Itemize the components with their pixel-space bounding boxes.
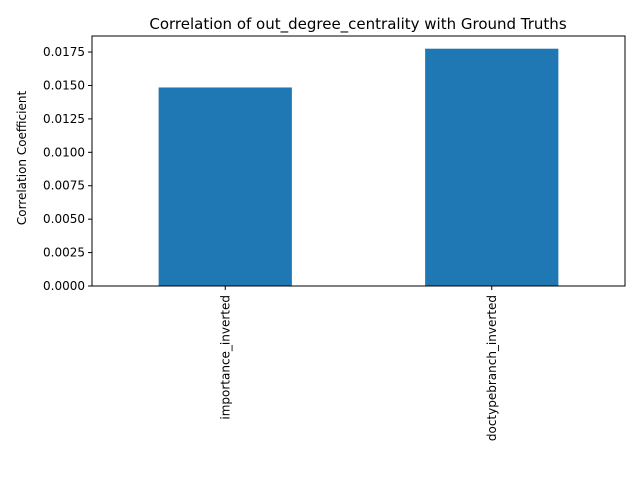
y-axis-ticks: 0.0000 0.0025 0.0050 0.0075 0.0100 0.0125 0.01… (43, 45, 92, 293)
y-tick-label: 0.0100 (43, 145, 85, 159)
y-tick-label: 0.0000 (43, 279, 85, 293)
y-tick-label: 0.0150 (43, 78, 85, 92)
x-tick-label: doctypebranch_inverted (485, 295, 499, 441)
y-tick-label: 0.0025 (43, 246, 85, 260)
bar-importance_inverted (158, 87, 292, 286)
chart-title: Correlation of out_degree_centrality wit… (149, 15, 566, 34)
bars-layer (158, 48, 559, 287)
y-tick-label: 0.0125 (43, 112, 85, 126)
y-tick-label: 0.0075 (43, 179, 85, 193)
y-axis-label: Correlation Coefficient (15, 91, 29, 226)
x-axis-ticks: importance_inverted doctypebranch_inverte… (218, 286, 499, 441)
x-tick-label: importance_inverted (218, 295, 232, 420)
bar-doctypebranch_inverted (425, 48, 559, 287)
plot-frame (91, 35, 626, 287)
y-tick-label: 0.0050 (43, 212, 85, 226)
y-tick-label: 0.0175 (43, 45, 85, 59)
